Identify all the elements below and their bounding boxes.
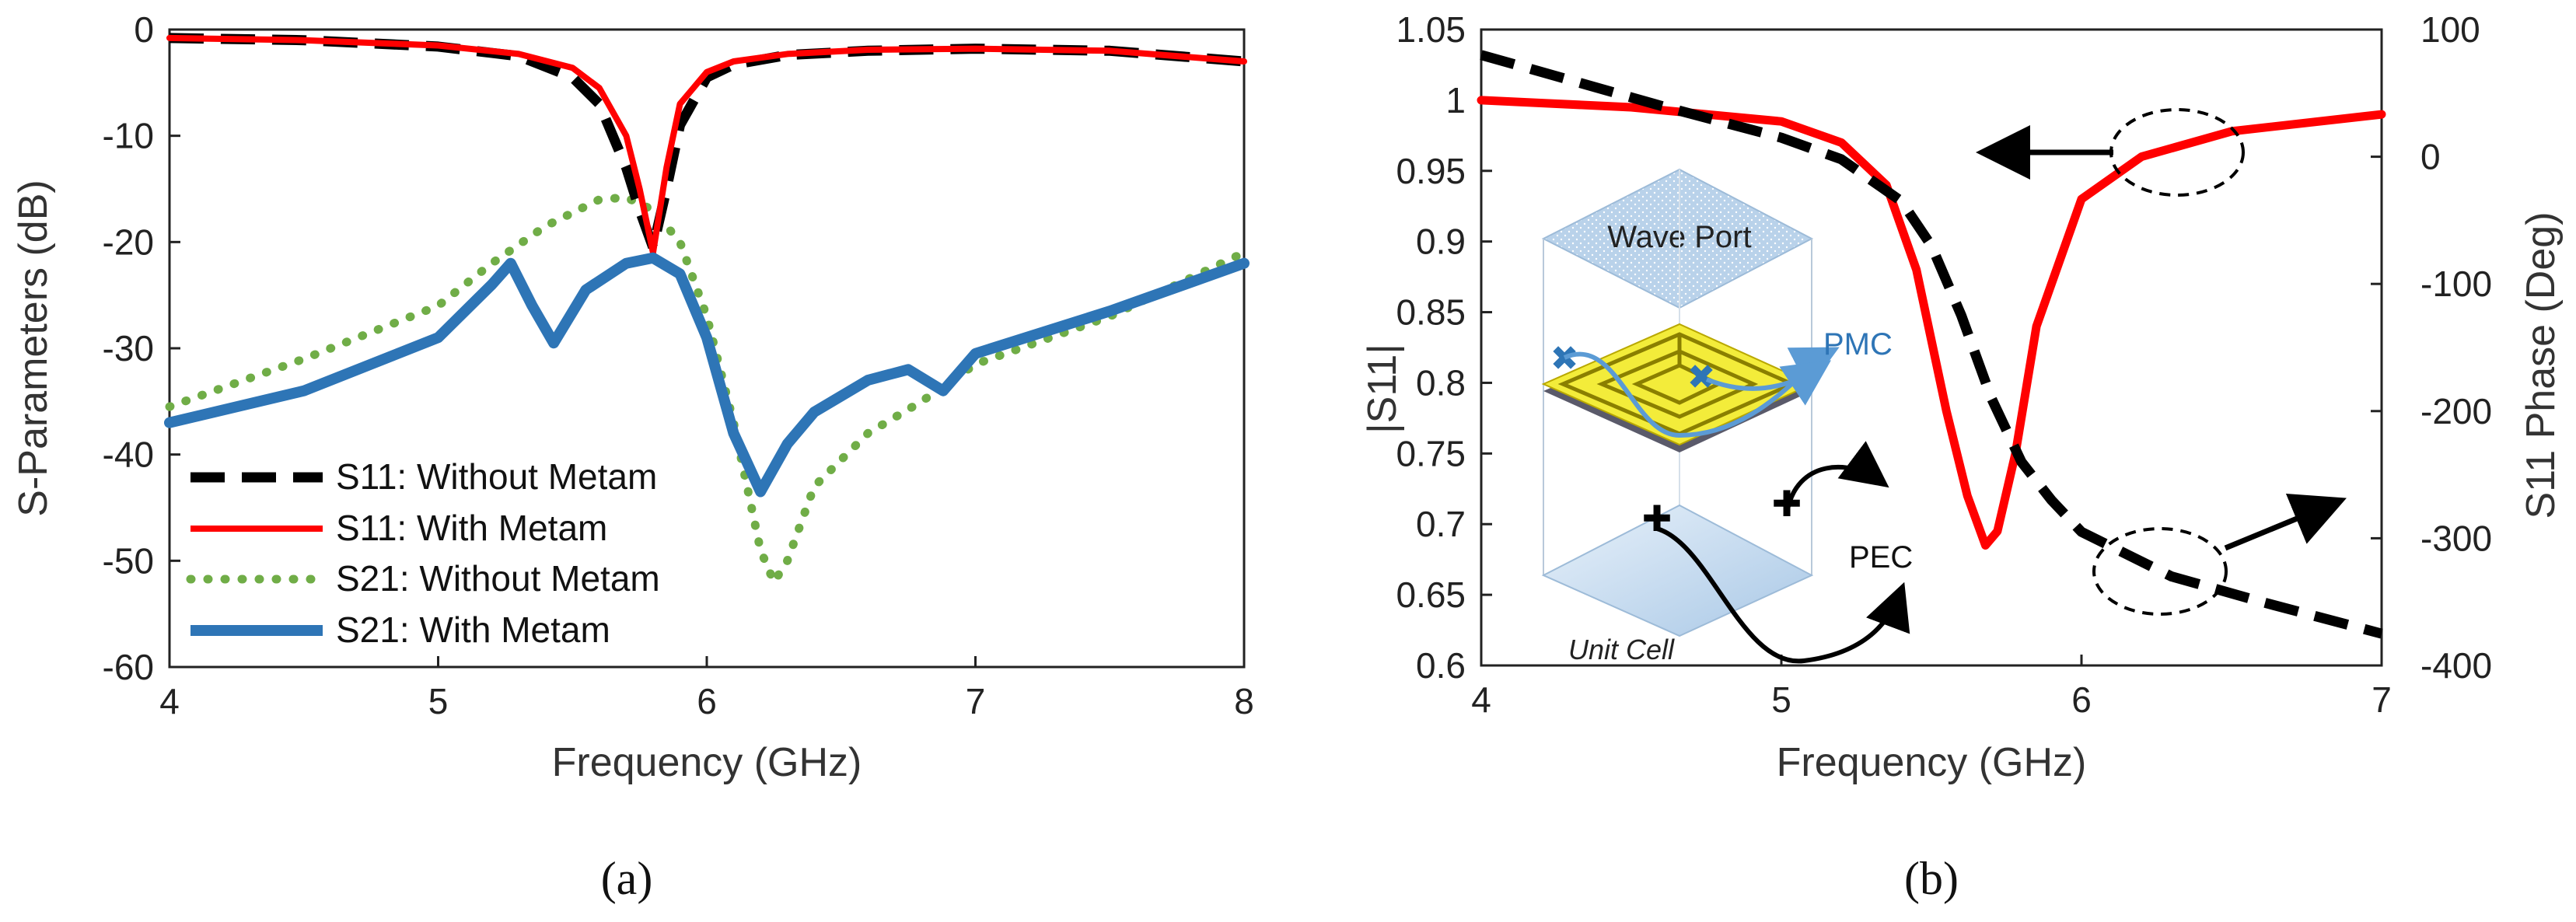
y-tick-label: 1.05 [1396,9,1466,50]
annotation-ellipse-magnitude [2109,108,2245,197]
series-line-s11-magnitude [1477,96,2386,550]
y2-tick-label: -100 [2420,264,2492,304]
y2-tick-label: -200 [2420,391,2492,431]
pmc-marker-icon: ✖ [1550,340,1579,378]
y-tick-label: -50 [103,540,154,581]
y-tick-label: -30 [103,328,154,368]
y-tick-label: -40 [103,435,154,475]
x-tick-label: 7 [966,681,986,721]
x-tick-label: 4 [159,681,180,721]
y2-tick-label: 0 [2420,137,2441,177]
panel-b-y2-axis-label: S11 Phase (Deg) [2518,211,2564,519]
y-tick-label: 0.7 [1416,504,1466,544]
caption-a: (a) [601,853,653,904]
y2-tick-label: 100 [2420,9,2480,50]
legend-label-s21-without: S21: Without Metam [336,558,660,599]
x-tick-label: 7 [2372,679,2392,720]
y-tick-label: 1 [1445,80,1466,120]
y2-tick-label: -300 [2420,518,2492,558]
y-tick-label: 0.6 [1416,645,1466,686]
pec-label: PEC [1849,540,1913,575]
y-tick-label: -60 [103,647,154,687]
legend-label-s21-with: S21: With Metam [336,609,610,650]
pmc-arrow [1705,360,1831,406]
y-tick-label: 0.9 [1416,222,1466,262]
panel-b-annotations [1976,108,2347,616]
series-line-s21-with-metam [164,252,1250,498]
bottom-plane [1541,504,1814,637]
chart-panel-b: 4 5 6 7 1.05 1 0.95 0.9 0.85 0.8 0.75 0.7 0.65 0.6 100… [1360,9,2564,785]
unit-cell-inset: Wave Port ✖ ✖ PMC ✚ ✚ PEC Unit Cell [1541,168,1913,665]
panel-a-series [164,33,1250,587]
y-tick-label: 0 [134,9,154,50]
caption-b: (b) [1904,853,1959,904]
y-tick-label: -20 [103,222,154,262]
annotation-ellipse-phase [2092,527,2228,616]
y-tick-label: 0.85 [1396,292,1466,333]
x-tick-label: 5 [428,681,449,721]
pec-arrow [1784,441,1889,514]
y-tick-label: 0.75 [1396,433,1466,473]
panel-a-y-axis-label: S-Parameters (dB) [11,180,56,516]
panel-b-y-axis-label: |S11| [1360,344,1405,434]
x-tick-label: 8 [1234,681,1254,721]
y-tick-label: 0.8 [1416,362,1466,403]
pmc-label: PMC [1823,327,1893,361]
panel-b-axes: 4 5 6 7 1.05 1 0.95 0.9 0.85 0.8 0.75 0.7 0.65 0.6 100… [1396,9,2492,720]
x-tick-label: 6 [697,681,717,721]
y-tick-label: 0.65 [1396,575,1466,615]
panel-a-axes: 4 5 6 7 8 0 -10 -20 -30 -40 -50 -60 [103,9,1254,721]
series-line-s21-without-metam [165,193,1249,587]
unit-cell-label: Unit Cell [1568,634,1675,665]
panel-a-x-axis-label: Frequency (GHz) [552,740,862,785]
chart-panel-a: 4 5 6 7 8 0 -10 -20 -30 -40 -50 -60 Frequency (GHz)… [11,9,1254,785]
series-line-s11-phase [1480,50,2383,639]
panel-b-x-axis-label: Frequency (GHz) [1777,740,2087,785]
pec-arrow [1656,526,1910,664]
y2-tick-label: -400 [2420,645,2492,686]
pmc-marker-icon: ✖ [1687,358,1716,396]
x-tick-label: 5 [1771,679,1791,720]
x-tick-label: 4 [1471,679,1491,720]
legend-label-s11-without: S11: Without Metam [336,456,657,497]
legend-label-s11-with: S11: With Metam [336,508,607,548]
series-line-s11-with-metam [166,34,1247,256]
arrow-to-right-axis [2224,494,2347,551]
panel-a-legend: S11: Without Metam S11: With Metam S21: … [186,456,660,650]
panel-b-series [1477,50,2386,639]
x-tick-label: 6 [2071,679,2092,720]
plot-area-b [1480,28,2383,667]
y-tick-label: -10 [103,116,154,156]
y-tick-label: 0.95 [1396,151,1466,191]
